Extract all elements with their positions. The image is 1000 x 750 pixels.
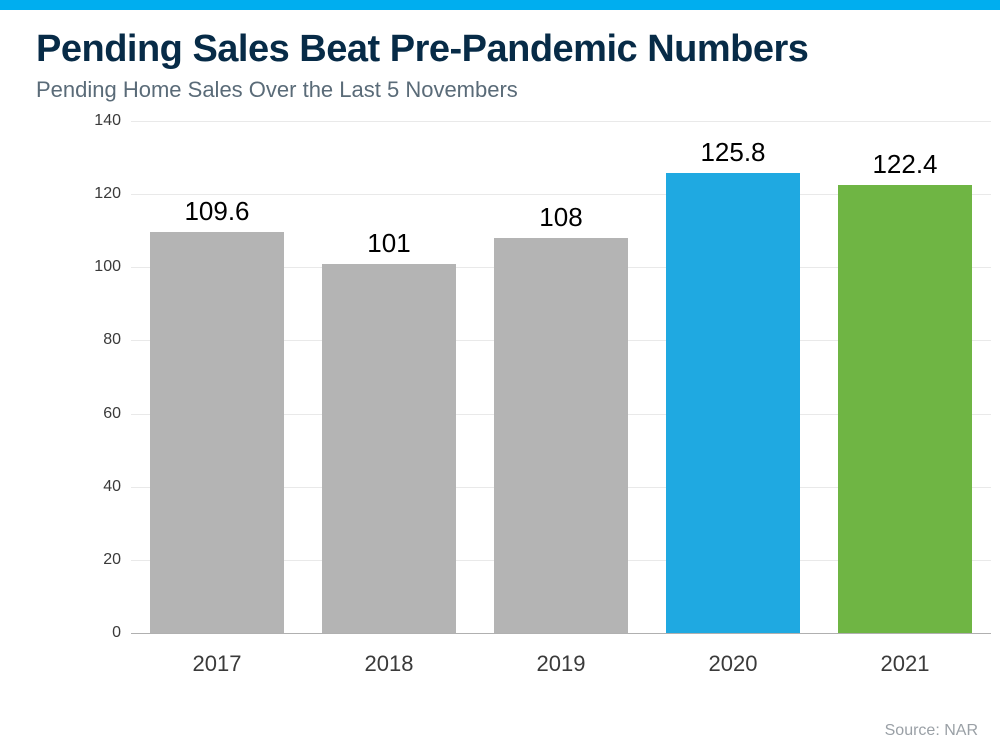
- bar-value-label: 125.8: [647, 137, 819, 168]
- y-axis-tick-label: 100: [81, 258, 121, 276]
- chart-gridline: [131, 633, 991, 634]
- bar-value-label: 109.6: [131, 196, 303, 227]
- x-axis-tick-label: 2017: [131, 651, 303, 677]
- bar-value-label: 122.4: [819, 149, 991, 180]
- chart-bar: [494, 238, 628, 633]
- y-axis-tick-label: 140: [81, 112, 121, 130]
- chart-bar: [666, 173, 800, 633]
- y-axis-tick-label: 120: [81, 185, 121, 203]
- x-axis-tick-label: 2020: [647, 651, 819, 677]
- accent-bar: [0, 0, 1000, 10]
- page-subtitle: Pending Home Sales Over the Last 5 Novem…: [36, 77, 964, 103]
- x-axis-tick-label: 2019: [475, 651, 647, 677]
- x-axis-tick-label: 2018: [303, 651, 475, 677]
- chart-bar: [322, 264, 456, 633]
- y-axis-tick-label: 60: [81, 405, 121, 423]
- page-title: Pending Sales Beat Pre-Pandemic Numbers: [36, 28, 964, 71]
- x-axis-tick-label: 2021: [819, 651, 991, 677]
- y-axis-tick-label: 20: [81, 551, 121, 569]
- header-block: Pending Sales Beat Pre-Pandemic Numbers …: [0, 10, 1000, 691]
- chart-bar: [150, 232, 284, 633]
- bar-value-label: 108: [475, 202, 647, 233]
- y-axis-tick-label: 40: [81, 478, 121, 496]
- y-axis-tick-label: 0: [81, 624, 121, 642]
- bar-chart: 020406080100120140109.620171012018108201…: [36, 121, 996, 691]
- chart-bar: [838, 185, 972, 633]
- chart-gridline: [131, 121, 991, 122]
- source-attribution: Source: NAR: [885, 722, 978, 740]
- bar-value-label: 101: [303, 228, 475, 259]
- y-axis-tick-label: 80: [81, 331, 121, 349]
